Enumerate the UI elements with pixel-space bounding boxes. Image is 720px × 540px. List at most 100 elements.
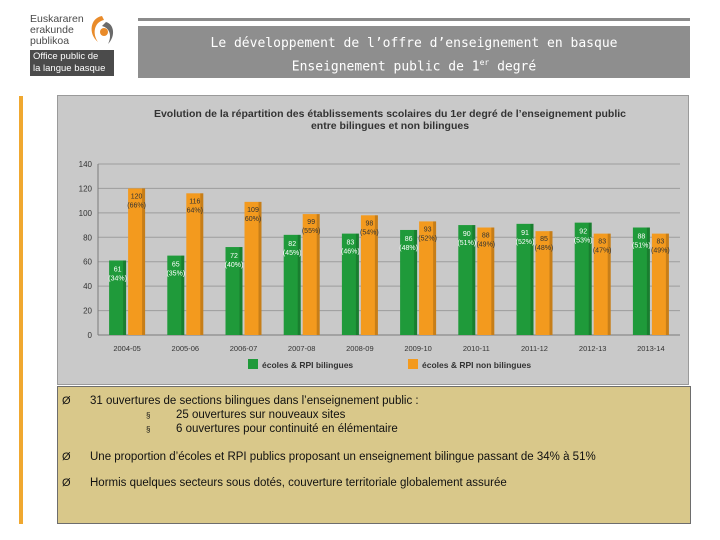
data-label-percent: (47%) xyxy=(593,248,612,255)
data-label-percent: (48%) xyxy=(535,245,554,252)
chart-panel: Evolution de la répartition des établiss… xyxy=(57,95,689,385)
data-label-percent: (45%) xyxy=(283,250,302,257)
bar-shade xyxy=(374,215,378,335)
bar-bilingual xyxy=(225,247,243,335)
data-label-value: 86 xyxy=(405,236,413,243)
left-accent-rule xyxy=(19,96,23,524)
data-label-percent: (55%) xyxy=(302,228,321,235)
data-label-value: 83 xyxy=(598,239,606,246)
data-label-percent: (40%) xyxy=(225,262,244,269)
bar-shade xyxy=(297,234,301,335)
logo-line-3: publikoa xyxy=(30,35,70,47)
logo-line-1: Euskararen xyxy=(30,13,84,25)
bar-non-bilingual xyxy=(244,201,262,335)
bar-bilingual xyxy=(516,223,534,335)
logo-french-box: Office public de la langue basque xyxy=(30,50,114,76)
bar-non-bilingual xyxy=(593,233,611,335)
y-tick-label: 40 xyxy=(83,282,92,291)
bar-shade xyxy=(258,201,262,335)
arrow-bullet-icon: Ø xyxy=(62,477,71,489)
data-label-percent: (48%) xyxy=(399,245,418,252)
logo-line-2: erakunde xyxy=(30,24,74,36)
data-label-value: 116 xyxy=(189,198,200,205)
bar-non-bilingual xyxy=(419,221,437,335)
data-label-percent: (46%) xyxy=(341,249,360,256)
bar-shade xyxy=(433,221,437,335)
legend-swatch-bilingual xyxy=(248,359,258,369)
bar-shade xyxy=(142,188,146,335)
bar-shade xyxy=(414,229,418,335)
data-label-value: 109 xyxy=(247,207,259,214)
bar-bilingual xyxy=(458,225,476,335)
data-label-value: 61 xyxy=(114,266,122,273)
bar-shade xyxy=(239,247,243,335)
data-label-value: 91 xyxy=(521,230,529,237)
data-label-value: 82 xyxy=(288,241,296,248)
bar-shade xyxy=(588,222,592,335)
data-label-value: 72 xyxy=(230,253,238,260)
legend-label: écoles & RPI non bilingues xyxy=(422,360,531,370)
data-label-percent: (52%) xyxy=(516,239,535,246)
bar-shade xyxy=(549,231,553,335)
bar-non-bilingual xyxy=(535,231,553,335)
x-tick-label: 2013-14 xyxy=(637,344,665,353)
bar-non-bilingual xyxy=(477,227,495,335)
y-tick-label: 0 xyxy=(88,331,93,340)
data-label-value: 93 xyxy=(424,226,432,233)
bar-shade xyxy=(123,260,127,335)
bar-bilingual xyxy=(341,233,359,335)
bar-bilingual xyxy=(109,260,127,335)
data-label-percent: (52%) xyxy=(418,235,437,242)
x-tick-label: 2008-09 xyxy=(346,344,374,353)
note-item-1-text: 31 ouvertures de sections bilingues dans… xyxy=(90,395,419,407)
note-item-2-text: Une proportion d’écoles et RPI publics p… xyxy=(90,451,596,463)
plot-area: 0 20 40 60 80 100 120 140 2004-05 61 (34%) 120 (66%)… xyxy=(79,160,680,353)
bar-bilingual xyxy=(632,227,650,335)
note-item-3-text: Hormis quelques secteurs sous dotés, cou… xyxy=(90,477,507,489)
data-label-percent: (35%) xyxy=(166,271,185,278)
bar-non-bilingual xyxy=(186,193,204,335)
data-label-percent: 60%) xyxy=(245,216,261,223)
bar-shade xyxy=(665,233,669,335)
bar-shade xyxy=(491,227,495,335)
title-line-2-sup: er xyxy=(479,58,490,67)
y-tick-label: 120 xyxy=(79,184,93,193)
data-label-percent: (34%) xyxy=(108,275,127,282)
note-subitem-1-text: 25 ouvertures sur nouveaux sites xyxy=(176,409,346,421)
data-label-value: 85 xyxy=(540,236,548,243)
page-title-banner: Le développement de l’offre d’enseigneme… xyxy=(138,26,690,78)
data-label-value: 83 xyxy=(657,239,665,246)
legend-label: écoles & RPI bilingues xyxy=(262,360,353,370)
bar-bilingual xyxy=(574,222,592,335)
header-top-rule xyxy=(138,18,690,21)
bar-non-bilingual xyxy=(651,233,669,335)
logo-basque-text: Euskararen erakunde publikoa xyxy=(30,14,84,47)
legend-swatch-non-bilingual xyxy=(408,359,418,369)
logo-box-line-2: la langue basque xyxy=(33,63,106,74)
title-line-2-main: Enseignement public de 1 xyxy=(291,59,480,75)
bar-shade xyxy=(607,233,611,335)
data-label-percent: (54%) xyxy=(360,229,379,236)
bar-non-bilingual xyxy=(360,215,378,335)
bar-shade xyxy=(355,233,359,335)
x-tick-label: 2011-12 xyxy=(521,344,548,353)
data-label-percent: (51%) xyxy=(632,243,651,250)
data-label-value: 83 xyxy=(347,240,355,247)
data-label-value: 92 xyxy=(579,229,587,236)
bar-shade xyxy=(181,255,185,335)
arrow-bullet-icon: Ø xyxy=(62,451,71,463)
square-bullet-icon: § xyxy=(146,425,151,434)
bar-shade xyxy=(200,193,204,335)
data-label-value: 98 xyxy=(366,220,374,227)
bar-bilingual xyxy=(400,229,418,335)
data-label-value: 65 xyxy=(172,262,180,269)
bar-non-bilingual xyxy=(302,214,320,335)
notes-panel: Ø 31 ouvertures de sections bilingues da… xyxy=(57,386,691,524)
bar-chart: Evolution de la répartition des établiss… xyxy=(79,108,680,370)
logo-swirl-icon xyxy=(91,16,114,44)
x-tick-label: 2004-05 xyxy=(113,344,141,353)
x-tick-label: 2012-13 xyxy=(579,344,607,353)
data-label-value: 90 xyxy=(463,231,471,238)
data-label-value: 88 xyxy=(638,234,646,241)
data-label-percent: (49%) xyxy=(651,248,670,255)
